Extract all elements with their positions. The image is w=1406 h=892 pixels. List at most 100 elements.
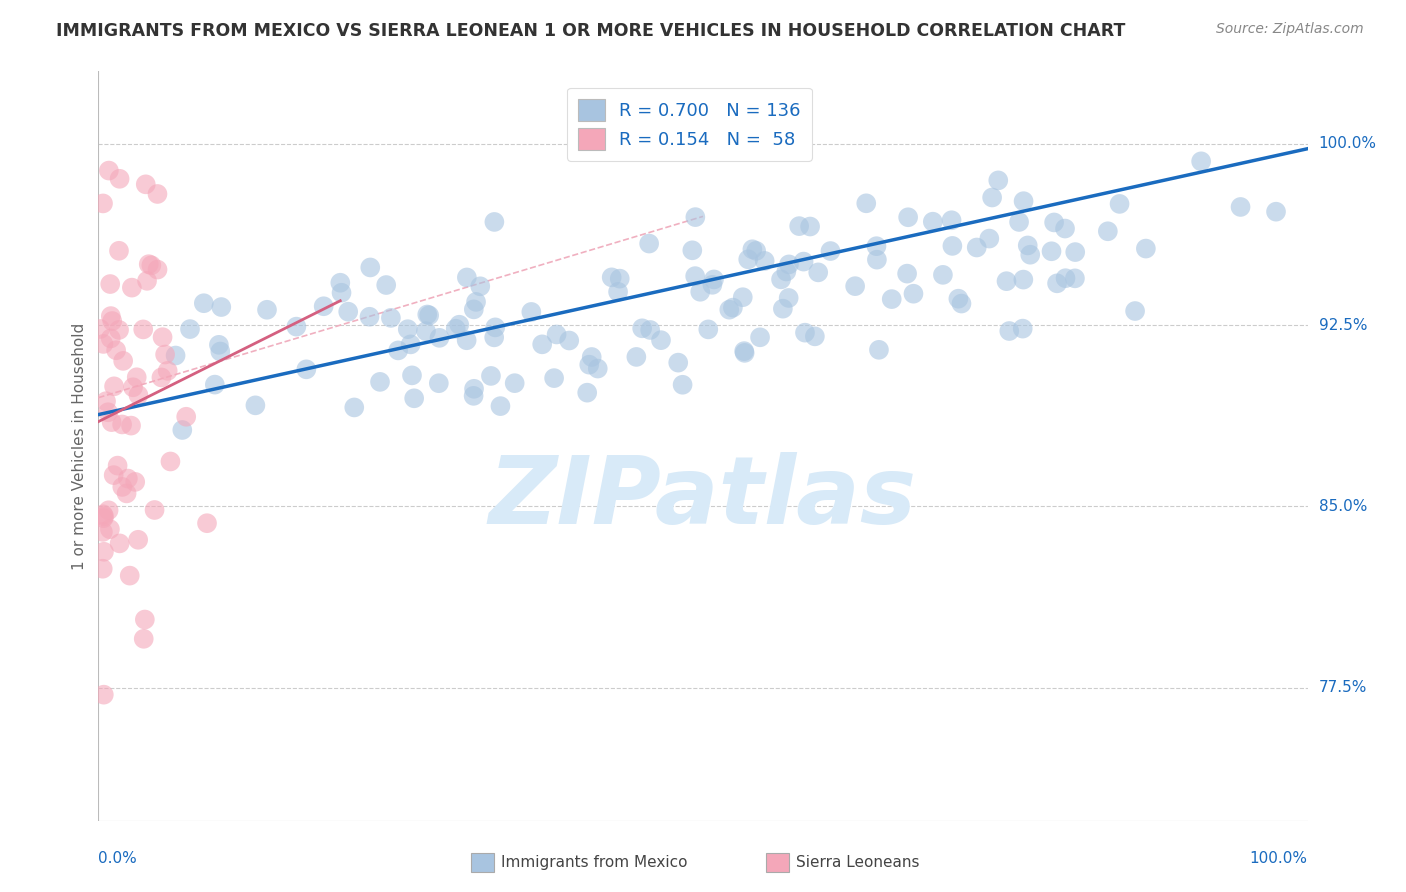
Point xyxy=(359,310,381,324)
Point xyxy=(600,270,623,285)
Y-axis label: 1 or more Vehicles in Household: 1 or more Vehicles in Household xyxy=(72,322,87,570)
Point xyxy=(987,173,1010,187)
Point xyxy=(125,370,148,384)
Point xyxy=(463,382,485,396)
Point xyxy=(903,286,925,301)
Point xyxy=(98,522,121,536)
Point xyxy=(868,343,890,357)
Point xyxy=(520,305,543,319)
Point xyxy=(799,219,821,234)
Point xyxy=(209,344,232,359)
Text: 85.0%: 85.0% xyxy=(1319,499,1367,514)
Point xyxy=(132,322,155,336)
Point xyxy=(921,215,943,229)
Point xyxy=(136,274,159,288)
Text: Immigrants from Mexico: Immigrants from Mexico xyxy=(501,855,688,870)
Text: 100.0%: 100.0% xyxy=(1319,136,1376,152)
Point xyxy=(127,388,149,402)
Point xyxy=(135,178,157,192)
Point xyxy=(121,280,143,294)
Point xyxy=(97,503,120,517)
Point xyxy=(152,330,174,344)
Point xyxy=(108,244,131,258)
Point xyxy=(330,285,353,300)
Point xyxy=(865,239,887,253)
Point xyxy=(844,279,866,293)
Point xyxy=(576,385,599,400)
Point xyxy=(89,322,111,336)
Point xyxy=(804,329,827,343)
Point xyxy=(141,258,163,272)
Point xyxy=(204,377,226,392)
Point xyxy=(465,294,488,309)
Point xyxy=(721,301,744,315)
Point xyxy=(681,244,703,258)
Point xyxy=(666,356,689,370)
Point xyxy=(396,322,419,336)
Point xyxy=(91,508,114,522)
Point xyxy=(329,276,352,290)
Point xyxy=(100,415,122,429)
Point xyxy=(745,244,768,258)
Point xyxy=(138,257,160,271)
Point xyxy=(179,322,201,336)
Point xyxy=(208,338,231,352)
Point xyxy=(404,392,426,406)
Point xyxy=(111,417,134,432)
Point xyxy=(543,371,565,385)
Point xyxy=(1189,154,1212,169)
Point xyxy=(93,337,115,351)
Point xyxy=(683,269,706,284)
Text: 100.0%: 100.0% xyxy=(1250,851,1308,866)
Point xyxy=(880,292,903,306)
Point xyxy=(343,401,366,415)
Point xyxy=(546,327,568,342)
Point xyxy=(820,244,842,258)
Point xyxy=(770,272,793,286)
Point xyxy=(578,358,600,372)
Point xyxy=(794,326,817,340)
Point xyxy=(733,344,755,359)
Point xyxy=(463,389,485,403)
Point xyxy=(581,350,603,364)
Point xyxy=(1097,224,1119,238)
Point xyxy=(1040,244,1063,259)
Point xyxy=(749,330,772,344)
Point xyxy=(91,524,114,539)
Text: Sierra Leoneans: Sierra Leoneans xyxy=(796,855,920,870)
Point xyxy=(103,379,125,393)
Point xyxy=(896,267,918,281)
Point xyxy=(609,271,631,285)
Point xyxy=(703,272,725,286)
Point xyxy=(375,278,398,293)
Point xyxy=(778,257,800,271)
Point xyxy=(631,321,654,335)
Point xyxy=(193,296,215,310)
Text: 77.5%: 77.5% xyxy=(1319,681,1367,695)
Point xyxy=(1064,271,1087,285)
Point xyxy=(94,394,117,409)
Point xyxy=(503,376,526,391)
Point xyxy=(1123,304,1146,318)
Point xyxy=(124,475,146,489)
Point xyxy=(97,405,120,419)
Point xyxy=(718,302,741,317)
Point xyxy=(418,309,440,323)
Point xyxy=(195,516,218,531)
Text: 0.0%: 0.0% xyxy=(98,851,138,866)
Point xyxy=(107,458,129,473)
Point xyxy=(772,301,794,316)
Point xyxy=(754,253,776,268)
Point xyxy=(1019,248,1042,262)
Point xyxy=(697,322,720,336)
Point xyxy=(1108,197,1130,211)
Point xyxy=(399,337,422,351)
Point xyxy=(1054,271,1077,285)
Point xyxy=(1011,321,1033,335)
Point xyxy=(479,368,502,383)
Point xyxy=(966,240,988,254)
Point xyxy=(108,171,131,186)
Point xyxy=(120,418,142,433)
Point xyxy=(456,270,478,285)
Point xyxy=(150,370,173,384)
